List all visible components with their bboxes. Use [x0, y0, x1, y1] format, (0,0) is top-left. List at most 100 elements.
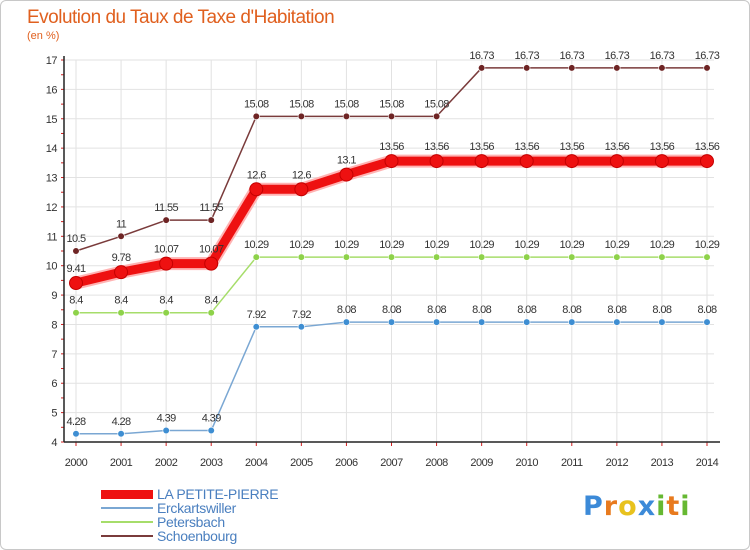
data-label: 13.56 — [650, 141, 675, 153]
data-label: 10.29 — [289, 239, 314, 251]
data-point — [703, 318, 711, 326]
data-point — [432, 112, 441, 121]
data-label: 9.78 — [112, 252, 131, 264]
data-label: 16.73 — [514, 50, 539, 62]
legend-label: Petersbach — [157, 514, 225, 530]
data-label: 10.29 — [424, 239, 449, 251]
proxiti-logo: Proxiti — [583, 491, 691, 522]
data-label: 8.4 — [204, 295, 218, 307]
data-point — [117, 309, 125, 317]
data-point — [564, 154, 579, 169]
data-label: 7.92 — [292, 309, 311, 321]
data-label: 16.73 — [650, 50, 675, 62]
y-tick-label: 13 — [46, 173, 58, 185]
data-point — [297, 253, 305, 261]
data-label: 10.29 — [650, 239, 675, 251]
data-point — [523, 318, 531, 326]
logo-letter: t — [666, 491, 681, 522]
y-tick-label: 9 — [51, 290, 57, 302]
data-point — [478, 318, 486, 326]
data-label: 10.07 — [199, 244, 224, 256]
data-label: 11.55 — [154, 202, 178, 214]
data-point — [252, 112, 260, 121]
data-label: 8.08 — [427, 304, 446, 316]
data-label: 15.08 — [244, 98, 269, 110]
data-point — [162, 426, 170, 435]
y-tick-label: 15 — [46, 114, 58, 126]
chart-subtitle: (en %) — [27, 30, 60, 42]
data-point — [162, 309, 170, 317]
data-label: 11 — [116, 218, 127, 230]
legend-swatch — [101, 489, 153, 499]
data-point — [703, 64, 711, 72]
data-point — [429, 154, 444, 169]
data-point — [523, 253, 531, 261]
data-point — [519, 154, 534, 169]
data-label: 12.6 — [247, 169, 266, 181]
x-tick-label: 2008 — [425, 457, 448, 469]
data-point — [613, 253, 621, 261]
data-label: 10.29 — [560, 239, 585, 251]
data-point — [342, 253, 351, 261]
x-tick-label: 2009 — [470, 457, 493, 469]
data-point — [478, 253, 486, 261]
legend-swatch — [101, 521, 153, 523]
data-point — [568, 64, 576, 72]
legend-item: Petersbach — [101, 514, 321, 530]
data-label: 13.56 — [560, 141, 585, 153]
data-point — [658, 318, 666, 326]
data-label: 10.5 — [66, 233, 85, 245]
logo-letter: o — [618, 491, 638, 522]
legend-item: LA PETITE-PIERRE — [101, 486, 321, 502]
data-point — [703, 253, 711, 261]
legend-label: Erckartswiller — [157, 500, 237, 516]
data-label: 8.08 — [517, 304, 536, 316]
data-label: 10.29 — [379, 239, 404, 251]
y-tick-label: 17 — [46, 55, 58, 67]
y-tick-label: 11 — [47, 231, 58, 243]
data-point — [387, 318, 396, 326]
data-label: 16.73 — [469, 50, 494, 62]
data-label: 13.1 — [337, 155, 356, 167]
data-label: 12.6 — [292, 169, 311, 181]
data-point — [207, 309, 215, 317]
x-tick-label: 2004 — [245, 457, 268, 469]
data-label: 8.4 — [69, 295, 83, 307]
legend-swatch — [101, 535, 153, 537]
data-label: 8.4 — [159, 295, 173, 307]
data-point — [432, 318, 441, 326]
data-label: 10.07 — [154, 244, 179, 256]
logo-letter: i — [680, 491, 691, 522]
data-point — [387, 253, 396, 261]
x-tick-label: 2003 — [200, 457, 223, 469]
data-label: 15.08 — [379, 98, 404, 110]
data-label: 13.56 — [424, 141, 449, 153]
data-label: 15.08 — [334, 98, 359, 110]
data-label: 10.29 — [514, 239, 539, 251]
data-label: 9.41 — [66, 263, 85, 275]
x-tick-label: 2013 — [651, 457, 674, 469]
data-point — [114, 265, 129, 280]
data-point — [658, 64, 666, 72]
data-label: 8.08 — [607, 304, 626, 316]
x-tick-label: 2002 — [155, 457, 178, 469]
data-point — [478, 64, 486, 72]
data-point — [207, 426, 215, 435]
plot-area — [64, 60, 714, 442]
x-tick-label: 2014 — [696, 457, 719, 469]
data-label: 8.08 — [652, 304, 671, 316]
data-point — [252, 253, 260, 261]
y-tick-label: 16 — [46, 84, 58, 96]
data-point — [613, 64, 621, 72]
data-point — [204, 256, 219, 271]
data-point — [432, 253, 441, 261]
logo-letter: P — [583, 491, 604, 522]
x-tick-label: 2001 — [110, 457, 133, 469]
data-label: 8.08 — [562, 304, 581, 316]
data-point — [700, 154, 714, 169]
x-tick-label: 2006 — [335, 457, 358, 469]
data-point — [117, 232, 125, 240]
legend-label: LA PETITE-PIERRE — [157, 486, 279, 502]
data-label: 7.92 — [247, 309, 266, 321]
